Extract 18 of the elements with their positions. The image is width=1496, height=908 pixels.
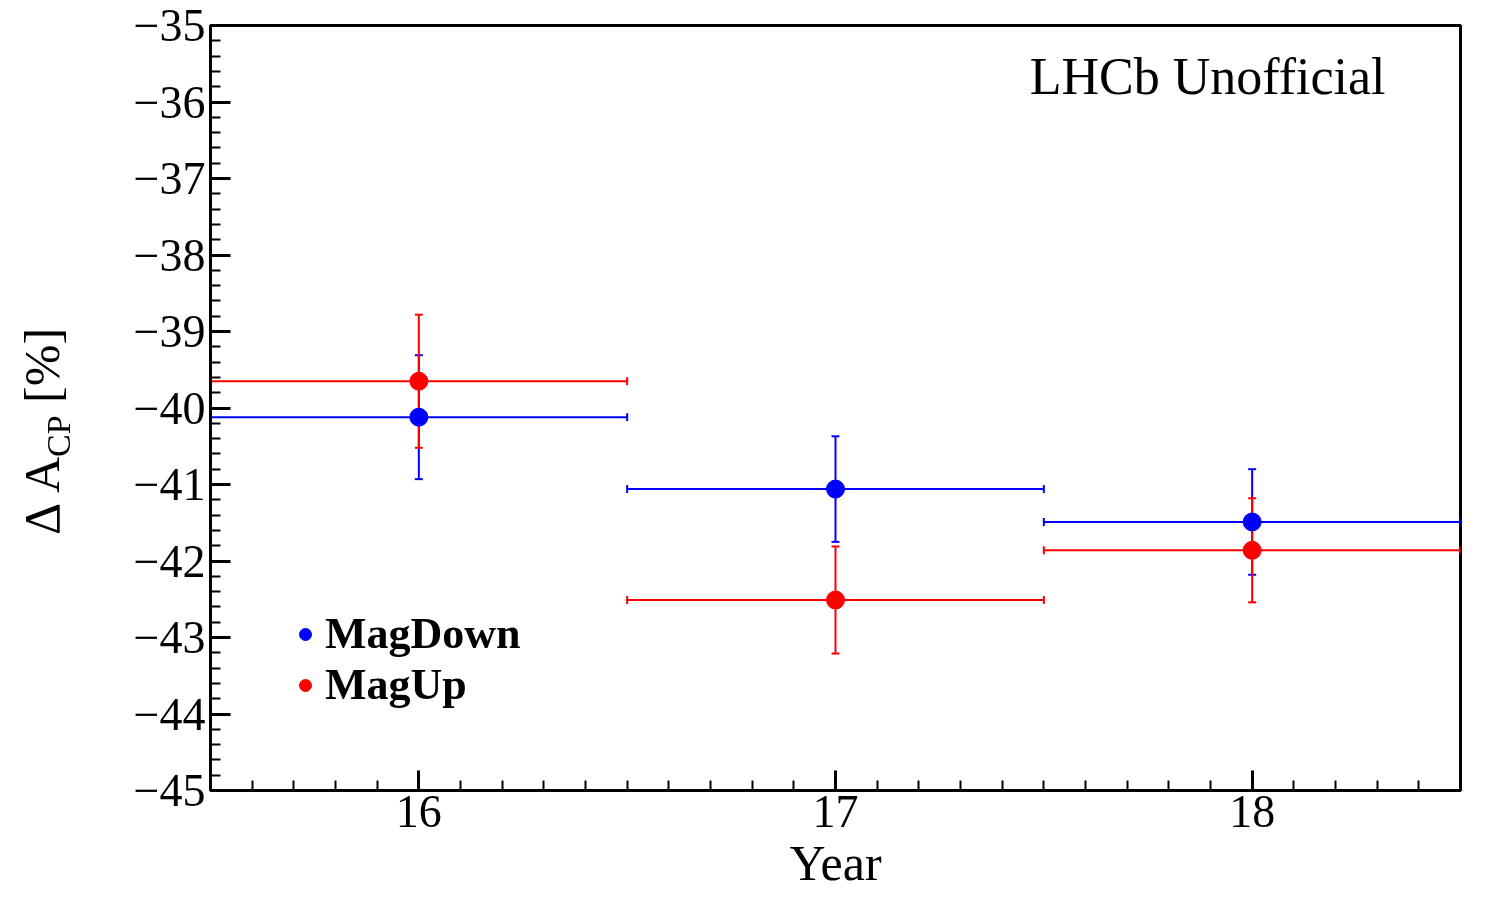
y-tick-label: −36 [133,76,206,128]
y-tick-label: −40 [133,382,206,434]
y-tick-label: −41 [133,459,206,510]
x-axis-title: Year [789,834,882,891]
y-tick-label: −45 [133,765,206,816]
legend-label: MagDown [325,608,521,659]
x-tick-label: 18 [1229,785,1276,837]
y-tick-label: −43 [133,612,206,663]
legend-label: MagUp [325,659,467,710]
y-tick-label: −39 [133,306,206,357]
y-tick-label: −37 [133,153,206,204]
y-tick-label: −35 [133,0,206,51]
x-tick-label: 17 [812,785,859,837]
y-tick-label: −44 [133,688,206,740]
y-tick-label: −38 [133,229,206,281]
y-tick-label: −42 [133,535,206,587]
x-tick-label: 16 [395,785,442,837]
annotation: LHCb Unofficial [1029,48,1386,106]
